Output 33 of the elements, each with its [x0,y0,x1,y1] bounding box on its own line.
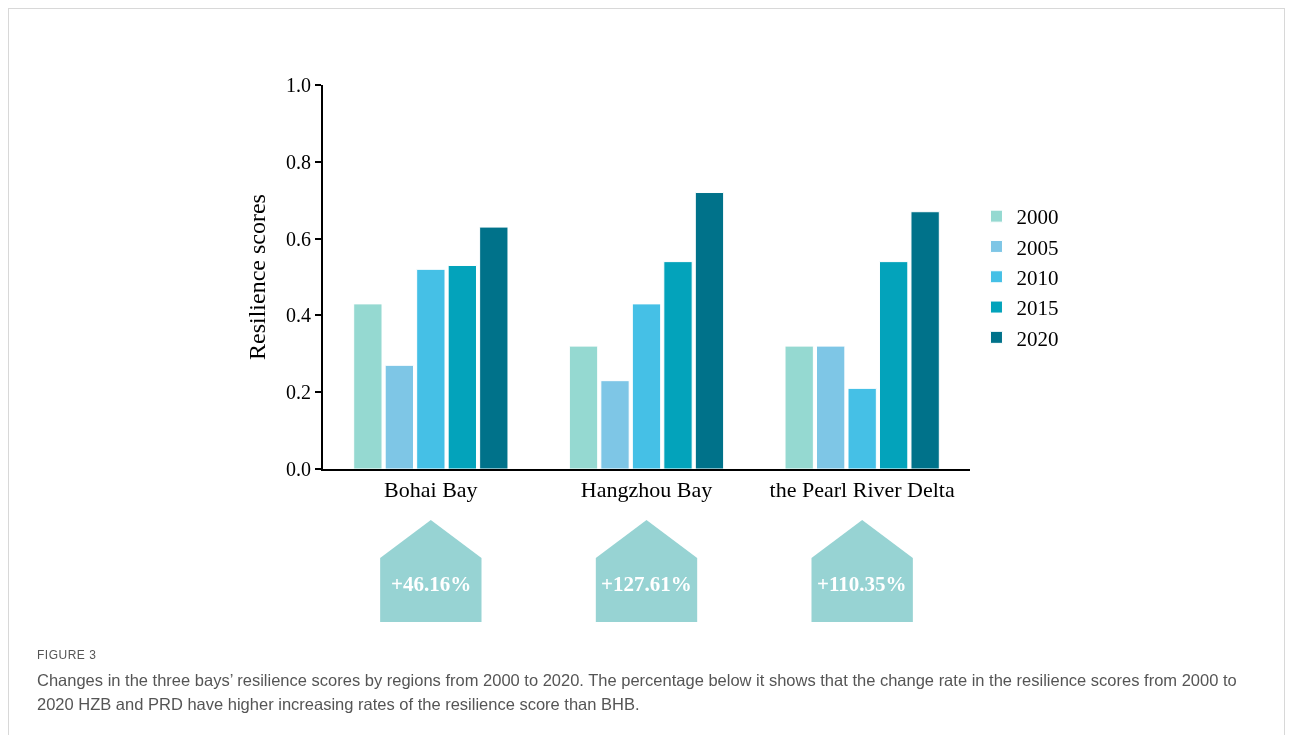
x-tick-label: the Pearl River Delta [769,477,955,503]
bar [694,192,725,469]
bar [631,303,662,469]
caption: FIGURE 3 [37,648,98,662]
y-tick-label: 0.0 [286,458,311,480]
legend-label: 2020 [1016,326,1059,351]
legend-label: 2010 [1016,265,1059,290]
x-tick-label: Bohai Bay [384,477,478,503]
bar [663,261,693,469]
text: +46.16% [391,572,472,596]
bar [353,303,383,469]
y-tick-label: 0.2 [286,381,311,404]
x-tick-label: Hangzhou Bay [580,477,713,503]
y-tick-label: 0.8 [286,150,311,173]
legend-label: 2005 [1016,235,1059,260]
bar [447,264,477,469]
bar [910,211,940,469]
bar [568,345,599,469]
bar [784,345,814,469]
y-tick-label: 1.0 [286,74,311,96]
bar [384,364,415,469]
bar [878,261,909,469]
text: +127.61% [601,572,692,596]
bar [479,226,509,469]
bar [416,268,446,469]
y-axis-title: Resilience scores [243,194,270,360]
y-tick-label: 0.6 [286,227,311,250]
text: Changes in the three bays’ resilience scores by regions from 2000 to 2020. The percentage below it shows that the change rate in the resilience scores from 2000 to 2020 HZB and PRD have higher increasing rates of the resilience score than BHB. [37,670,1237,715]
text: +110.35% [817,572,907,596]
y-tick-label: 0.4 [286,304,311,327]
legend-label: 2015 [1016,296,1059,321]
bar [600,380,630,469]
legend-label: 2000 [1016,205,1059,230]
